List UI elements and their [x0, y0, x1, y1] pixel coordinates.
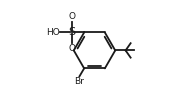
- Text: S: S: [68, 28, 75, 37]
- Text: Br: Br: [74, 77, 84, 86]
- Text: HO: HO: [46, 28, 60, 37]
- Text: O: O: [68, 44, 75, 53]
- Text: O: O: [68, 12, 75, 21]
